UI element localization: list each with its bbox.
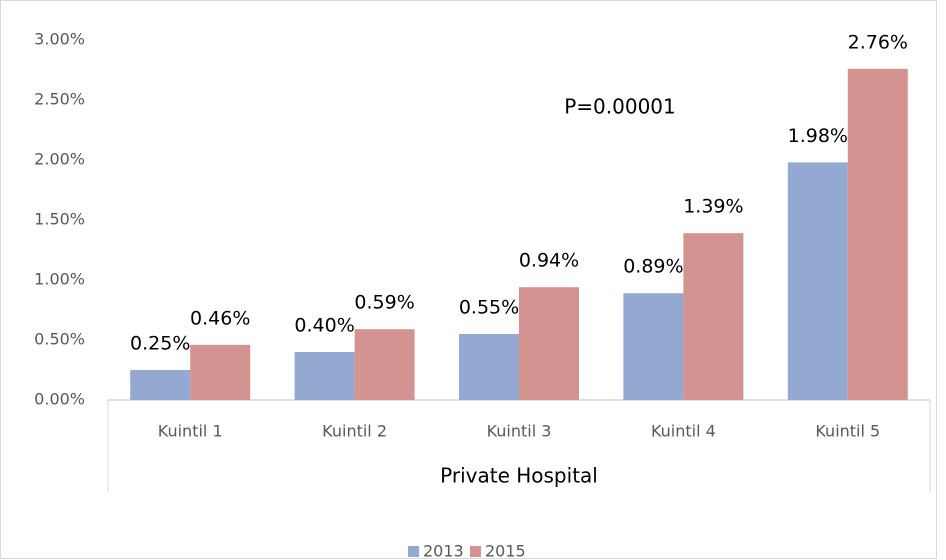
legend-swatch <box>470 546 481 557</box>
legend-label: 2013 <box>423 542 464 560</box>
data-label: 0.59% <box>354 292 414 314</box>
y-tick-label: 3.00% <box>34 30 85 49</box>
bar <box>787 162 848 400</box>
bar <box>130 370 191 400</box>
legend-label: 2015 <box>485 542 526 560</box>
bar <box>623 293 684 400</box>
bar <box>847 68 908 401</box>
x-tick-label: Kuintil 2 <box>322 422 387 441</box>
data-label: 0.94% <box>519 250 579 272</box>
data-label: 2.76% <box>848 31 908 53</box>
bar <box>519 287 579 400</box>
data-label: 0.55% <box>459 297 519 319</box>
bar <box>354 329 415 400</box>
bar <box>459 334 519 400</box>
y-tick-label: 0.00% <box>34 390 85 409</box>
bar <box>294 352 355 400</box>
y-tick-label: 1.50% <box>34 210 85 229</box>
legend-swatch <box>408 546 419 557</box>
x-tick-label: Kuintil 1 <box>158 422 223 441</box>
y-tick-label: 1.00% <box>34 270 85 289</box>
data-label: 0.46% <box>190 307 250 329</box>
y-tick-label: 2.50% <box>34 90 85 109</box>
bar <box>683 233 744 400</box>
data-label: 1.39% <box>683 196 743 218</box>
data-label: 0.89% <box>623 256 683 278</box>
annotation: P=0.00001 <box>564 95 676 119</box>
data-label: 0.40% <box>294 315 354 337</box>
x-tick-label: Kuintil 3 <box>487 422 552 441</box>
group-label: Private Hospital <box>440 464 598 488</box>
y-tick-label: 2.00% <box>34 150 85 169</box>
x-tick-label: Kuintil 5 <box>815 422 880 441</box>
y-tick-label: 0.50% <box>34 330 85 349</box>
data-label: 1.98% <box>788 125 848 147</box>
data-label: 0.25% <box>130 333 190 355</box>
bar <box>190 344 251 400</box>
x-tick-label: Kuintil 4 <box>651 422 716 441</box>
